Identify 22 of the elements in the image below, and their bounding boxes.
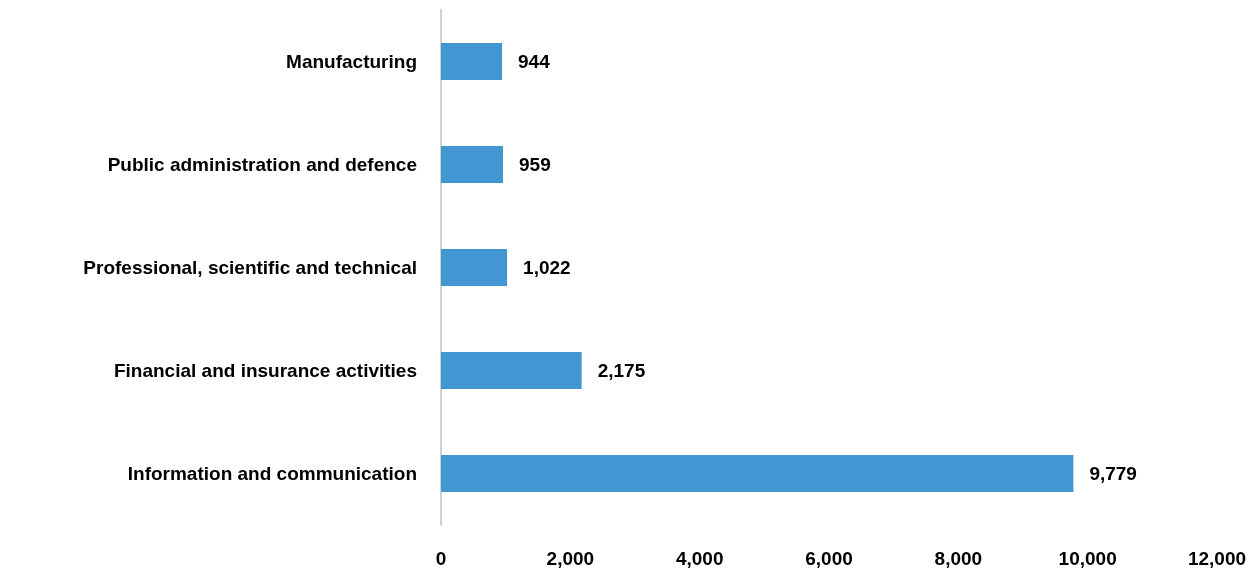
bar [441, 146, 504, 183]
y-tick-label: Financial and insurance activities [113, 360, 417, 381]
x-tick-label: 4,000 [675, 548, 724, 569]
data-label: 944 [518, 51, 551, 72]
data-label: 959 [519, 154, 551, 175]
data-label: 9,779 [1089, 463, 1137, 484]
x-tick-label: 12,000 [1187, 548, 1247, 569]
x-tick-label: 6,000 [805, 548, 853, 569]
y-tick-label: Information and communication [127, 463, 417, 484]
bar [441, 455, 1074, 492]
bar [441, 43, 503, 80]
x-tick-label: 2,000 [546, 548, 595, 569]
x-tick-label: 8,000 [934, 548, 983, 569]
bar [441, 352, 582, 389]
x-tick-label: 0 [435, 548, 447, 569]
y-tick-label: Professional, scientific and technical [83, 257, 417, 278]
data-label: 2,175 [597, 360, 646, 381]
y-tick-label: Public administration and defence [107, 154, 417, 175]
y-tick-label: Manufacturing [286, 51, 417, 72]
x-tick-label: 10,000 [1058, 548, 1117, 569]
bar [441, 249, 508, 286]
data-label: 1,022 [523, 257, 571, 278]
